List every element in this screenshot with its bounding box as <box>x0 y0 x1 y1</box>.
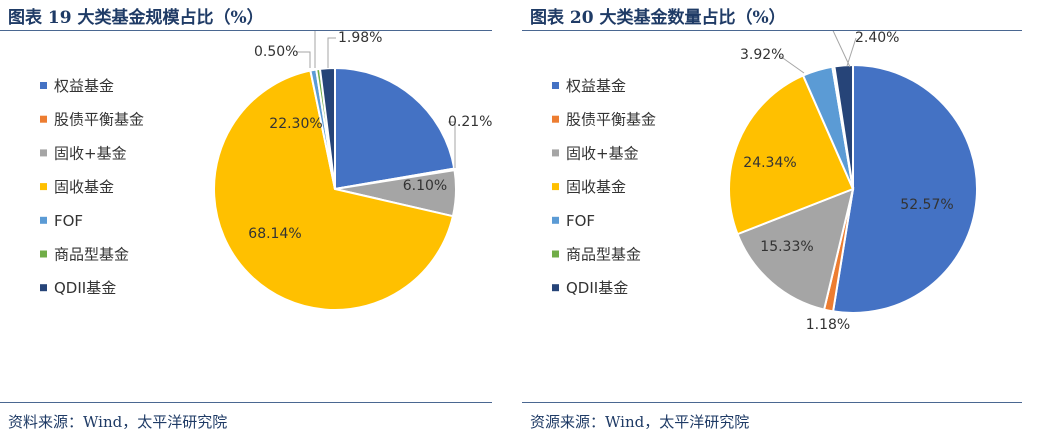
data-label: 3.92% <box>740 47 784 63</box>
legend-swatch <box>552 250 559 258</box>
legend-item: 权益基金 <box>552 77 626 95</box>
legend-swatch <box>40 284 47 292</box>
legend-label: 固收基金 <box>54 178 114 196</box>
data-label: 2.40% <box>855 31 899 46</box>
legend-item: FOF <box>552 212 595 230</box>
data-label: 52.57% <box>900 197 953 213</box>
leader-line <box>779 55 805 74</box>
source-note: 资源来源：Wind，太平洋研究院 <box>530 413 750 431</box>
legend-label: 固收+基金 <box>566 144 639 162</box>
data-label: 68.14% <box>248 226 301 242</box>
source-note: 资料来源：Wind，太平洋研究院 <box>8 413 228 431</box>
legend-item: 商品型基金 <box>40 246 129 264</box>
legend-item: QDII基金 <box>40 279 116 297</box>
legend-item: QDII基金 <box>552 279 628 297</box>
legend-swatch <box>40 82 47 89</box>
pie-slice-7 <box>833 63 854 190</box>
legend-label: 商品型基金 <box>566 246 641 264</box>
legend-swatch <box>552 115 559 123</box>
legend-item: 股债平衡基金 <box>40 111 144 129</box>
leader-line <box>846 37 857 67</box>
pie-chart-count: 52.57%1.18%15.33%24.34%3.92%0.27%2.40%权益… <box>552 31 978 333</box>
pie-slices <box>728 63 978 314</box>
legend-swatch <box>40 250 47 258</box>
legend-swatch <box>552 216 559 224</box>
leader-line <box>314 31 316 68</box>
legend-label: 股债平衡基金 <box>566 111 656 129</box>
legend-swatch <box>552 149 559 157</box>
legend-item: 股债平衡基金 <box>552 111 656 129</box>
leader-line <box>327 37 336 68</box>
legend-label: FOF <box>54 212 83 230</box>
title-rule <box>0 30 492 31</box>
pie-slice-7 <box>318 66 336 190</box>
pie-slice-1 <box>831 63 978 314</box>
legend-label: QDII基金 <box>54 279 116 297</box>
chart-panel-scale: 图表 19 大类基金规模占比（%） 22.30% 0.21% 6.10% 68.14%… <box>0 0 522 441</box>
legend-swatch <box>40 216 47 224</box>
legend-label: 固收基金 <box>566 178 626 196</box>
title-rule <box>522 30 1022 31</box>
legend-item: 权益基金 <box>40 77 114 95</box>
legend-item: 固收基金 <box>40 178 114 196</box>
legend-item: 固收+基金 <box>552 144 639 162</box>
legend-item: 商品型基金 <box>552 246 641 264</box>
legend-swatch <box>40 115 47 123</box>
data-label: 15.33% <box>760 239 813 255</box>
legend-swatch <box>552 82 559 89</box>
data-label: 1.18% <box>806 317 850 333</box>
pie-slice-1 <box>334 66 456 191</box>
pie-slice-4 <box>213 69 455 311</box>
chart-title: 图表 19 大类基金规模占比（%） <box>8 8 264 28</box>
pie-slices <box>213 66 457 311</box>
leader-line <box>448 121 456 168</box>
legend-swatch <box>40 183 47 191</box>
leader-line <box>296 51 311 68</box>
legend-item: FOF <box>40 212 83 230</box>
legend-label: 商品型基金 <box>54 246 129 264</box>
legend-label: 权益基金 <box>566 77 626 95</box>
data-label: 24.34% <box>743 155 796 171</box>
legend-item: 固收+基金 <box>40 144 127 162</box>
legend-swatch <box>552 183 559 191</box>
data-label: 0.50% <box>254 44 298 60</box>
source-rule <box>522 402 1022 403</box>
leader-line <box>832 31 851 68</box>
data-label: 1.98% <box>338 31 382 46</box>
legend-label: 固收+基金 <box>54 144 127 162</box>
legend-label: QDII基金 <box>566 279 628 297</box>
pie-chart-scale: 22.30%0.21%6.10%68.14%0.78%0.50%1.98%权益基… <box>40 31 492 311</box>
data-label: 6.10% <box>403 178 447 194</box>
source-rule <box>0 402 492 403</box>
data-label: 0.21% <box>448 114 492 130</box>
chart-panel-count: 图表 20 大类基金数量占比（%） 52.57% 1.18% 15.33% 24.34… <box>522 0 1049 441</box>
chart-title: 图表 20 大类基金数量占比（%） <box>530 8 786 28</box>
legend-label: FOF <box>566 212 595 230</box>
legend-item: 固收基金 <box>552 178 626 196</box>
legend-label: 股债平衡基金 <box>54 111 144 129</box>
data-label: 22.30% <box>269 116 322 132</box>
legend-swatch <box>552 284 559 292</box>
legend-label: 权益基金 <box>54 77 114 95</box>
pie-slice-3 <box>736 187 855 311</box>
legend-swatch <box>40 149 47 157</box>
pie-slice-4 <box>728 74 855 236</box>
